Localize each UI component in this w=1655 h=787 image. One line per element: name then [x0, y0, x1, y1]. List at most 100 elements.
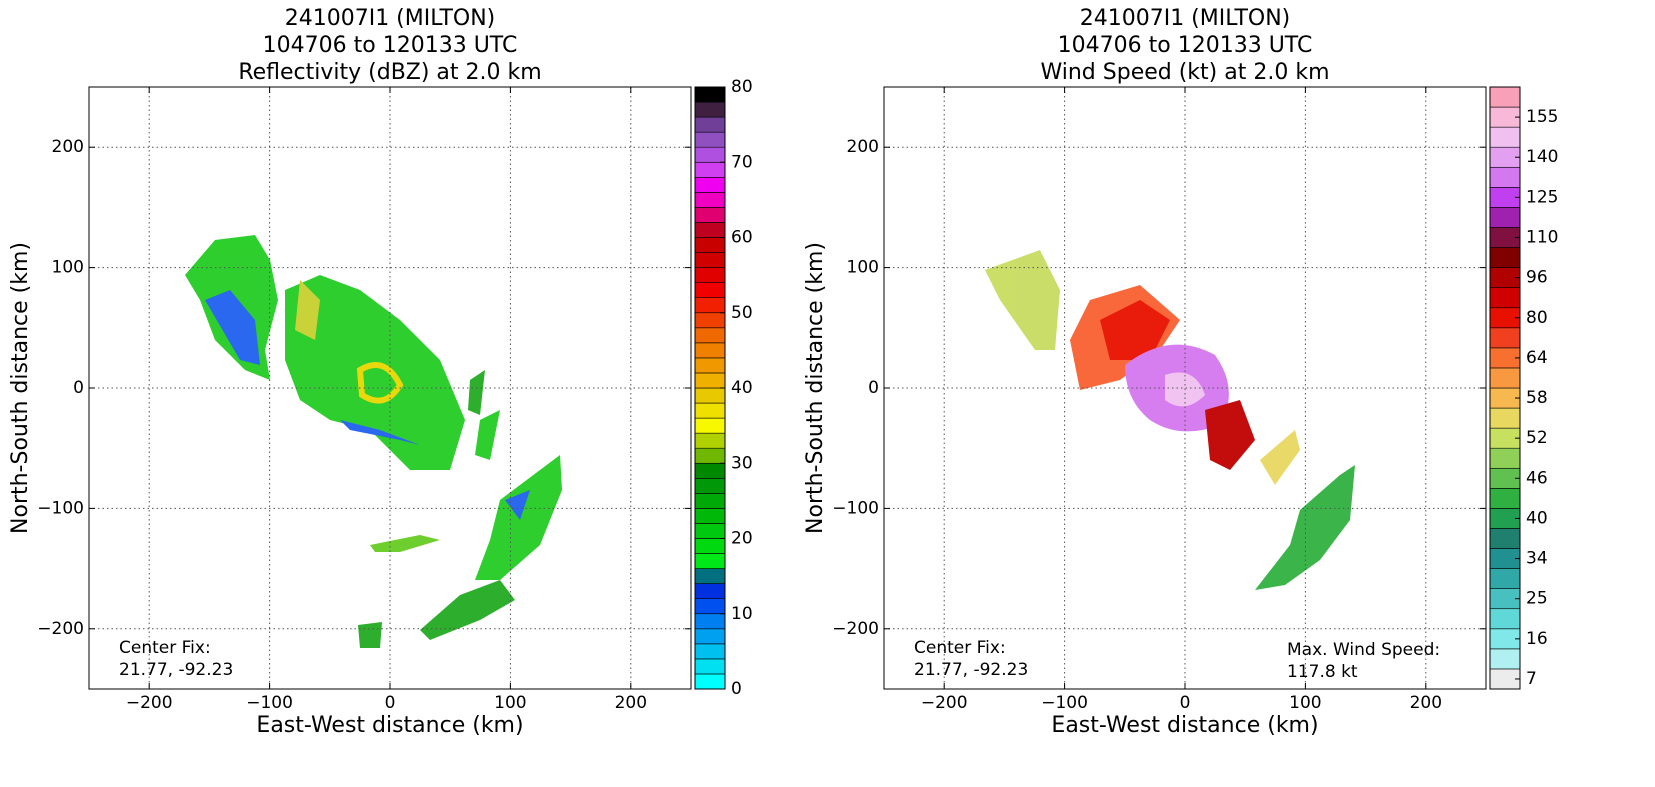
colorbar-tick-label: 34 [1526, 549, 1548, 569]
colorbar-bin [1489, 166, 1521, 188]
colorbar-tick-label: 25 [1526, 589, 1548, 609]
colorbar-bin [1489, 447, 1521, 469]
colorbar-bin [1489, 528, 1521, 549]
colorbar-bin [694, 402, 726, 419]
colorbar-bin [694, 613, 726, 630]
plot-frame [88, 86, 692, 690]
plot-frame [883, 86, 1487, 690]
x-tick-label: 0 [1180, 693, 1191, 713]
colorbar-tick-label: 80 [1526, 308, 1548, 328]
chart-title: 241007I1 (MILTON) [285, 6, 496, 31]
annotation: Max. Wind Speed: [1287, 640, 1440, 660]
colorbar-tick-label: 7 [1526, 669, 1537, 689]
y-tick-label: 100 [52, 258, 84, 278]
x-tick-label: 100 [494, 693, 526, 713]
colorbar-tick-label: 125 [1526, 187, 1558, 207]
colorbar-bin [694, 493, 726, 509]
x-tick-label: 200 [1410, 693, 1442, 713]
colorbar-bin [1489, 488, 1521, 509]
colorbar-bin [694, 252, 726, 268]
annotation: 21.77, -92.23 [914, 660, 1028, 680]
colorbar-bin [694, 282, 726, 298]
colorbar-tick-label: 40 [731, 378, 753, 398]
colorbar-bin [1489, 367, 1521, 389]
colorbar-tick-label: 70 [731, 152, 753, 172]
colorbar-bin [694, 146, 726, 163]
colorbar-bin [1489, 207, 1521, 228]
chart-title: Reflectivity (dBZ) at 2.0 km [238, 60, 541, 85]
colorbar-bin [694, 372, 726, 389]
y-tick-label: 0 [73, 378, 84, 398]
colorbar-tick-label: 155 [1526, 107, 1558, 127]
colorbar-bin [694, 447, 726, 464]
colorbar-bin [694, 327, 726, 344]
y-axis-label: North-South distance (km) [8, 242, 33, 534]
colorbar-tick-label: 50 [731, 303, 753, 323]
colorbar-bin [694, 432, 726, 449]
colorbar-bin [1489, 407, 1521, 429]
colorbar-bin [694, 297, 726, 314]
y-tick-label: −100 [832, 498, 879, 518]
colorbar-bin [694, 417, 726, 434]
x-tick-label: −200 [126, 693, 173, 713]
colorbar-bin [694, 101, 726, 118]
colorbar-bin [694, 312, 726, 329]
y-tick-label: −200 [832, 619, 879, 639]
colorbar-bin [694, 538, 726, 554]
colorbar-bin [694, 267, 726, 283]
x-tick-label: −100 [246, 693, 293, 713]
colorbar-tick-label: 140 [1526, 147, 1558, 167]
colorbar-bin [694, 116, 726, 133]
colorbar-bin [694, 583, 726, 600]
colorbar-bin [694, 387, 726, 404]
colorbar-bin [1489, 327, 1521, 349]
colorbar-bin [694, 131, 726, 148]
colorbar-bin [694, 658, 726, 675]
colorbar-tick-label: 96 [1526, 268, 1548, 288]
colorbar-tick-label: 60 [731, 228, 753, 248]
colorbar-bin [694, 192, 726, 208]
colorbar-tick-label: 20 [731, 529, 753, 549]
colorbar-bin [694, 508, 726, 524]
colorbar-frame [1489, 86, 1521, 690]
colorbar-tick-label: 0 [731, 679, 742, 699]
colorbar-bin [694, 523, 726, 539]
annotation: 21.77, -92.23 [119, 660, 233, 680]
x-tick-label: 100 [1289, 693, 1321, 713]
colorbar-bin [1489, 287, 1521, 309]
colorbar-bin [694, 357, 726, 374]
x-axis-label: East-West distance (km) [1051, 713, 1318, 738]
x-axis-label: East-West distance (km) [256, 713, 523, 738]
colorbar-bin [694, 222, 726, 238]
x-tick-label: −200 [921, 693, 968, 713]
colorbar-bin [694, 477, 726, 494]
reflectivity-field [185, 235, 562, 648]
annotation: Center Fix: [914, 638, 1006, 658]
colorbar-bin [694, 161, 726, 178]
colorbar-tick-label: 16 [1526, 629, 1548, 649]
colorbar-tick-label: 40 [1526, 508, 1548, 528]
y-tick-label: 0 [868, 378, 879, 398]
colorbar-tick-label: 52 [1526, 428, 1548, 448]
colorbar-bin [694, 177, 726, 193]
colorbar-tick-label: 80 [731, 77, 753, 97]
x-tick-label: 200 [615, 693, 647, 713]
y-tick-label: −200 [37, 619, 84, 639]
colorbar-bin [694, 598, 726, 615]
chart-title: 104706 to 120133 UTC [263, 33, 518, 58]
annotation: 117.8 kt [1287, 662, 1358, 682]
y-axis-label: North-South distance (km) [803, 242, 828, 534]
colorbar-bin [694, 643, 726, 660]
colorbar-tick-label: 64 [1526, 348, 1548, 368]
colorbar-bin [1489, 608, 1521, 630]
x-tick-label: −100 [1041, 693, 1088, 713]
x-tick-label: 0 [385, 693, 396, 713]
y-tick-label: 200 [847, 137, 879, 157]
y-tick-label: 100 [847, 258, 879, 278]
colorbar-bin [1489, 568, 1521, 589]
colorbar-bin [694, 207, 726, 223]
colorbar-tick-label: 110 [1526, 228, 1558, 248]
chart-title: 104706 to 120133 UTC [1058, 33, 1313, 58]
colorbar-bin [694, 237, 726, 253]
